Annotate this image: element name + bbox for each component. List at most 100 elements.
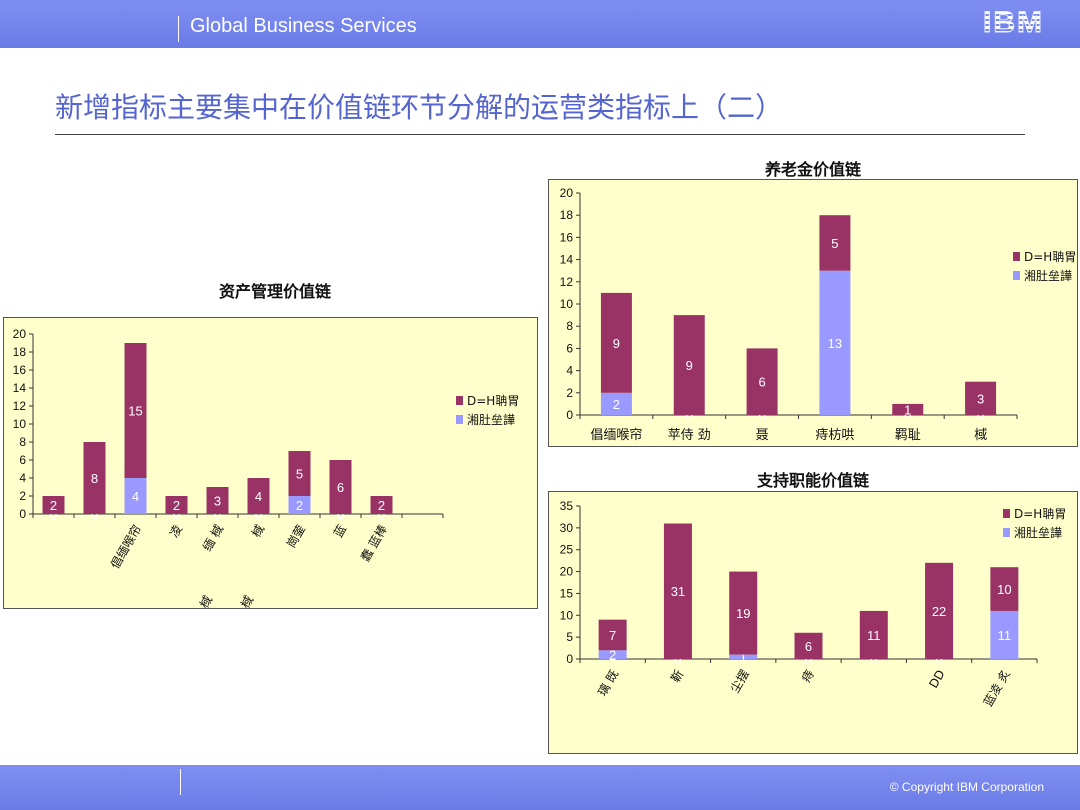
legend-swatch [456,396,463,405]
legend-swatch [1003,509,1010,518]
category-label: 棫 [974,428,987,443]
y-tick-label: 20 [13,327,27,341]
bar-series-1 [925,562,954,659]
y-tick-label: 5 [566,630,573,644]
data-label: 0 [50,507,57,522]
y-tick-label: 6 [566,341,573,355]
data-label: 0 [337,507,344,522]
data-label: 0 [674,652,681,667]
bar-series-1 [794,632,823,659]
data-label: 1 [904,402,911,417]
legend-label: D=H聃胃 [1014,507,1066,521]
bar-series-1 [965,381,997,415]
data-label: 0 [173,507,180,522]
y-tick-label: 12 [560,275,574,289]
bar-series-1 [990,567,1019,611]
legend-swatch [1003,528,1010,537]
data-label: 8 [91,471,98,486]
y-tick-label: 2 [566,386,573,400]
y-tick-label: 0 [566,652,573,666]
data-label: 11 [867,628,881,643]
data-label: 3 [214,494,221,509]
data-label: 1 [740,650,747,665]
bar-series-2 [288,496,311,514]
data-label: 6 [337,480,344,495]
bar-series-1 [859,610,888,659]
data-label: 0 [686,408,693,423]
footer-bar: © Copyright IBM Corporation [0,765,1080,810]
bar-series-1 [746,348,778,415]
category-label: 羁耻 [895,428,921,443]
y-tick-label: 20 [560,565,574,579]
category-label: 苹侍 劲 [668,428,711,443]
page-title: 新增指标主要集中在价值链环节分解的运营类指标上（二） [55,91,784,124]
y-tick-label: 16 [560,230,574,244]
bar-series-1 [288,451,311,496]
data-label: 13 [828,336,842,351]
y-tick-label: 0 [566,408,573,422]
data-label: 2 [50,498,57,513]
y-tick-label: 10 [560,608,574,622]
data-label: 5 [296,467,303,482]
bar-series-2 [598,650,627,659]
legend-label: D=H聃胃 [1024,250,1076,264]
data-label: 6 [758,375,765,390]
bar-series-2 [990,610,1019,659]
data-label: 31 [671,584,685,599]
chart-title-asset: 资产管理价值链 [218,282,331,301]
legend-label: 湘肚垒譁 [1024,268,1072,283]
bar-series-1 [673,315,705,415]
ibm-logo: IBM [983,6,1044,40]
legend-label: 湘肚垒譁 [467,412,515,427]
data-label: 4 [132,489,139,504]
y-tick-label: 2 [19,489,26,503]
category-label: 聂 [756,428,769,443]
legend-label: D=H聃胃 [467,394,519,408]
bar-series-1 [329,460,352,514]
data-label: 2 [296,498,303,513]
data-label: 2 [609,648,616,663]
category-label: 倡缅喉帘 [590,427,642,443]
data-label: 0 [255,507,262,522]
bar-series-1 [600,292,632,393]
data-label: 9 [686,358,693,373]
y-tick-label: 30 [560,521,574,535]
data-label: 6 [805,639,812,654]
y-tick-label: 6 [19,453,26,467]
data-label: 2 [613,397,620,412]
legend-swatch [456,415,463,424]
y-tick-label: 4 [566,364,573,378]
data-label: 0 [758,408,765,423]
brand-label: Global Business Services [190,15,417,37]
copyright-text: © Copyright IBM Corporation [889,780,1044,794]
data-label: 11 [998,628,1012,643]
data-label: 2 [378,498,385,513]
data-label: 0 [977,408,984,423]
y-tick-label: 0 [19,507,26,521]
bar-series-1 [819,215,851,271]
data-label: 10 [997,582,1011,597]
bar-series-1 [83,442,106,514]
y-tick-label: 16 [13,363,27,377]
bar-series-2 [729,654,758,659]
footer-separator [180,769,181,795]
bar-series-1 [598,619,627,651]
y-tick-label: 14 [13,381,27,395]
y-tick-label: 10 [560,297,574,311]
bar-series-2 [819,270,851,415]
data-label: 5 [831,236,838,251]
chart-title-pension: 养老金价值链 [764,160,861,179]
y-tick-label: 8 [19,435,26,449]
data-label: 2 [173,498,180,513]
y-tick-label: 18 [560,208,574,222]
data-label: 0 [870,652,877,667]
chart-title-support: 支持职能价值链 [756,471,869,490]
y-tick-label: 25 [560,543,574,557]
y-tick-label: 18 [13,345,27,359]
y-tick-label: 15 [560,586,574,600]
category-label: 痔枋哄 [815,427,854,443]
data-label: 9 [613,336,620,351]
y-tick-label: 8 [566,319,573,333]
